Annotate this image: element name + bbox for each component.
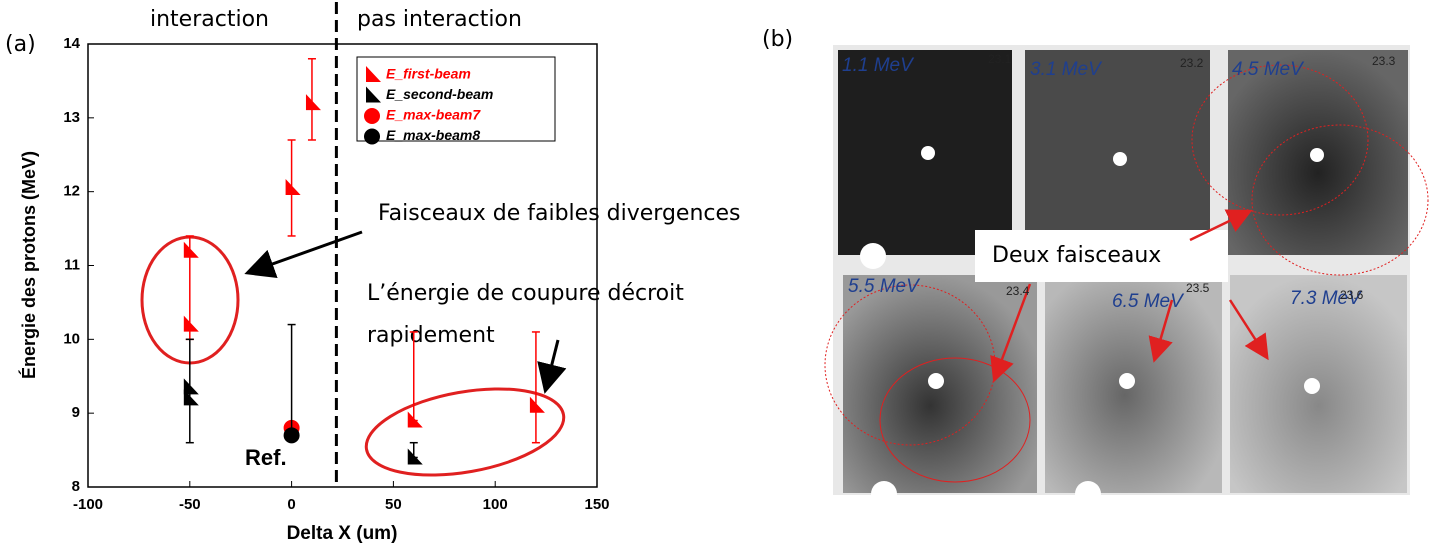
arrow bbox=[1228, 299, 1269, 361]
plate-id: 23.6 bbox=[1340, 288, 1364, 302]
arrow bbox=[244, 230, 363, 279]
plate-id: 23.4 bbox=[1006, 284, 1030, 298]
y-tick-label: 13 bbox=[63, 109, 80, 126]
triangle-marker bbox=[183, 389, 199, 406]
triangle-marker bbox=[183, 378, 199, 395]
circle-marker bbox=[364, 128, 380, 145]
annotation: L’énergie de coupure décroit bbox=[367, 281, 684, 306]
plate-id: 23.1 bbox=[988, 52, 1012, 66]
arrow bbox=[1189, 209, 1253, 242]
circle-marker bbox=[364, 108, 380, 124]
triangle-marker bbox=[183, 241, 199, 258]
callout: Deux faisceaux bbox=[992, 243, 1161, 268]
triangle-marker bbox=[305, 94, 321, 111]
plate-id: 23.2 bbox=[1180, 56, 1204, 70]
hole bbox=[1304, 378, 1320, 394]
plate-energy: 1.1 MeV bbox=[842, 55, 915, 76]
beam-ellipse bbox=[1191, 64, 1369, 216]
hole bbox=[921, 146, 935, 160]
legend-label: E_second-beam bbox=[386, 86, 493, 102]
annotation: rapidement bbox=[367, 323, 495, 348]
x-axis-title: Delta X (um) bbox=[287, 523, 398, 544]
plate-energy: 7.3 MeV bbox=[1290, 288, 1363, 309]
triangle-marker bbox=[183, 315, 199, 332]
region-label: interaction bbox=[150, 7, 269, 32]
y-tick-label: 14 bbox=[63, 35, 80, 52]
plate-id: 23.5 bbox=[1186, 281, 1210, 295]
panel-label: (b) bbox=[762, 27, 793, 52]
hole bbox=[928, 373, 944, 389]
x-tick-label: 0 bbox=[287, 496, 295, 513]
hole bbox=[1310, 148, 1324, 162]
beam-ellipse bbox=[1251, 124, 1429, 276]
x-tick-label: -100 bbox=[73, 496, 103, 513]
notch bbox=[1075, 481, 1101, 507]
annotation: Ref. bbox=[245, 445, 287, 470]
y-tick-label: 12 bbox=[63, 183, 80, 200]
panel-label: (a) bbox=[5, 32, 36, 57]
arrow bbox=[1148, 299, 1174, 363]
x-tick-label: 150 bbox=[584, 496, 609, 513]
x-tick-label: -50 bbox=[179, 496, 201, 513]
y-tick-label: 9 bbox=[72, 404, 80, 421]
highlight-ellipse bbox=[364, 387, 566, 477]
arrow bbox=[537, 339, 567, 394]
plate-energy: 4.5 MeV bbox=[1232, 59, 1305, 80]
hole bbox=[1119, 373, 1135, 389]
notch bbox=[871, 481, 897, 507]
hole bbox=[1113, 152, 1127, 166]
plate-energy: 5.5 MeV bbox=[848, 276, 921, 297]
plate-energy: 6.5 MeV bbox=[1112, 291, 1185, 312]
plate-energy: 3.1 MeV bbox=[1030, 59, 1103, 80]
legend-label: E_max-beam8 bbox=[386, 127, 480, 143]
triangle-marker bbox=[366, 66, 381, 82]
legend-label: E_first-beam bbox=[386, 66, 471, 82]
circle-marker bbox=[283, 427, 300, 444]
y-axis-title: Énergie des protons (MeV) bbox=[18, 151, 39, 379]
legend-box bbox=[356, 56, 556, 142]
triangle-marker bbox=[407, 448, 423, 465]
notch bbox=[860, 243, 886, 269]
triangle-marker bbox=[407, 411, 423, 428]
annotation: Faisceaux de faibles divergences bbox=[378, 201, 740, 226]
triangle-marker bbox=[285, 178, 301, 195]
x-tick-label: 100 bbox=[483, 496, 508, 513]
triangle-marker bbox=[366, 86, 381, 103]
plate-id: 23.3 bbox=[1372, 54, 1396, 68]
x-tick-label: 50 bbox=[385, 496, 402, 513]
arrow bbox=[990, 283, 1032, 383]
plates bbox=[838, 50, 1408, 507]
y-tick-label: 10 bbox=[63, 330, 80, 347]
callout-box bbox=[975, 230, 1228, 282]
triangle-marker bbox=[529, 396, 545, 413]
callout-arrows bbox=[990, 209, 1269, 383]
region-label: pas interaction bbox=[357, 7, 522, 32]
beam-ellipse bbox=[879, 357, 1031, 483]
y-tick-label: 11 bbox=[64, 256, 80, 273]
y-tick-label: 8 bbox=[72, 478, 80, 495]
legend-label: E_max-beam7 bbox=[386, 107, 481, 123]
